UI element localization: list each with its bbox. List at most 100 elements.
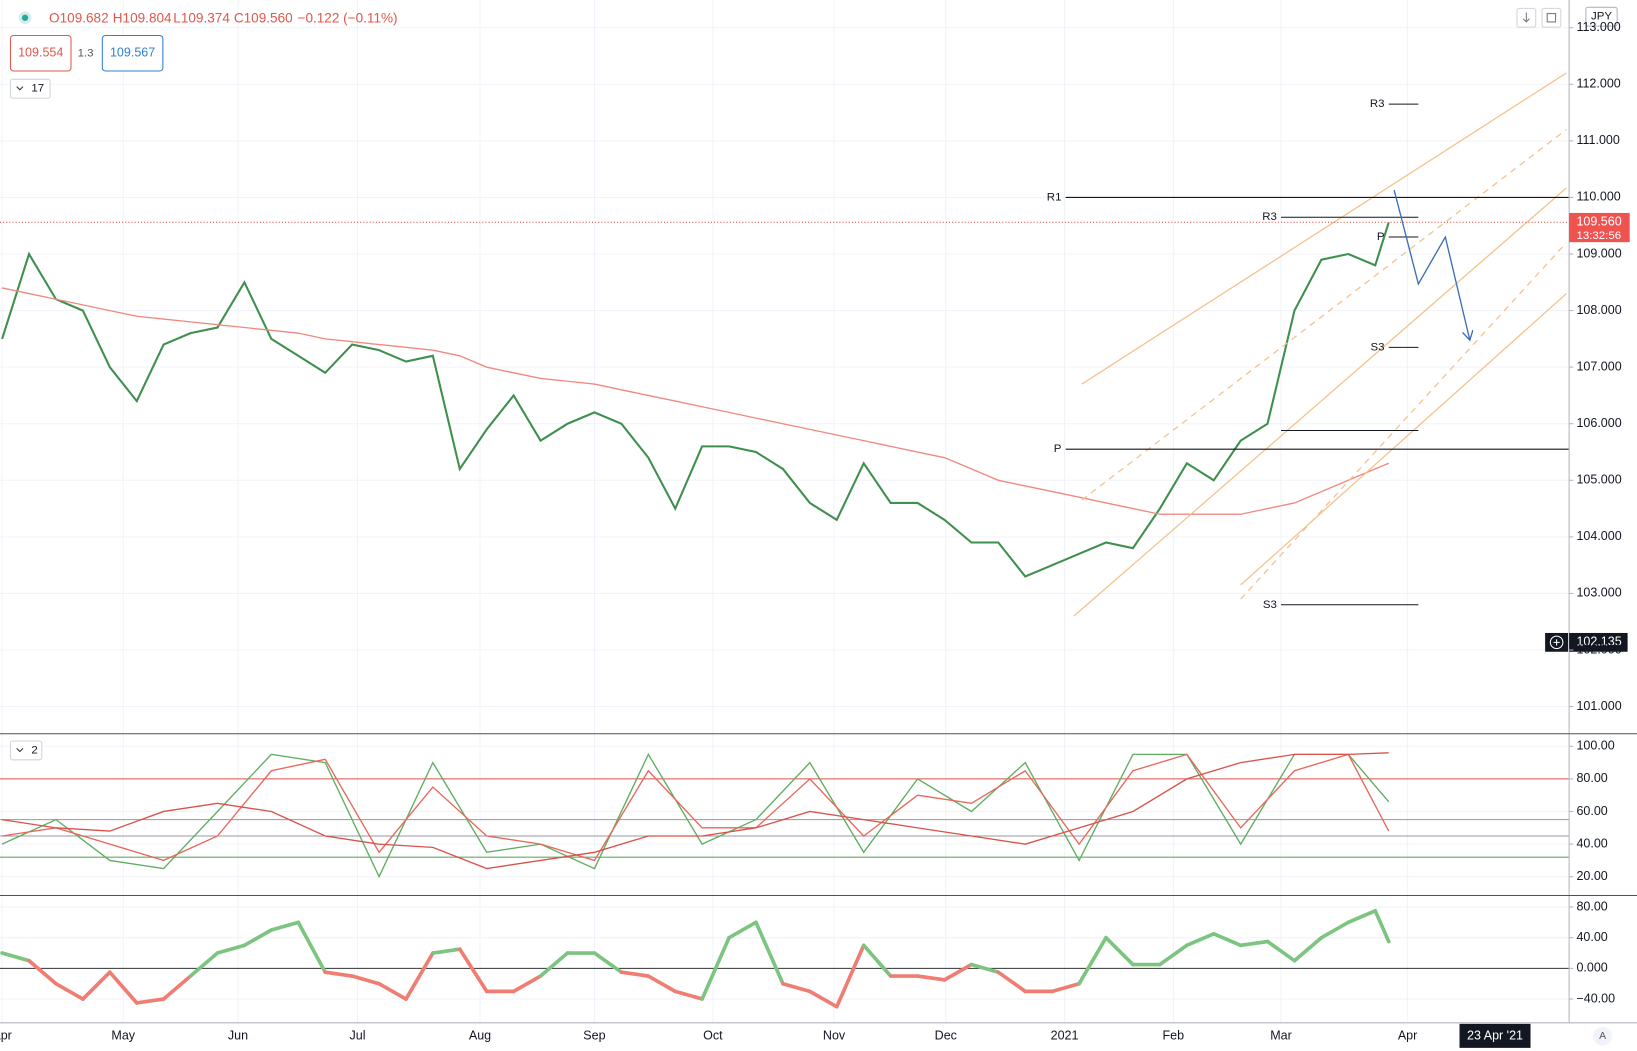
momentum-segment: [1319, 920, 1351, 940]
momentum-segment: [1211, 932, 1243, 948]
momentum-segment: [215, 943, 247, 955]
collapse-button[interactable]: [9, 78, 51, 99]
momentum-segment: [781, 981, 812, 994]
momentum-segment: [1373, 909, 1391, 944]
x-tick-label: Mar: [1270, 1029, 1292, 1043]
channel-line: [1240, 293, 1567, 586]
momentum-segment: [323, 970, 354, 978]
x-tick-label: Jun: [228, 1029, 248, 1043]
momentum-segment: [700, 935, 731, 1001]
y-tick-label: 112.000: [1576, 77, 1620, 91]
y-tick-label: 108.000: [1576, 303, 1621, 317]
momentum-segment: [134, 997, 166, 1005]
crosshair-tag: [1569, 632, 1628, 652]
auto-scale: A: [1599, 1031, 1606, 1042]
open: O109.682: [49, 10, 109, 25]
auto-scale-button[interactable]: [1593, 1026, 1612, 1046]
x-tick-label: Oct: [703, 1029, 723, 1043]
collapse-button[interactable]: [9, 740, 43, 761]
y-tick-label: 105.000: [1576, 473, 1621, 487]
bid: 109.554: [18, 46, 63, 60]
x-tick-label: Dec: [935, 1029, 957, 1043]
plot-layer: R3 R1 R3 P S3 P S3: [0, 0, 1570, 1023]
x-tick-label: Jul: [350, 1029, 366, 1043]
pivot-label: P: [1377, 231, 1385, 243]
momentum-segment: [1346, 909, 1378, 925]
crosshair-price: 102.135: [1576, 635, 1621, 649]
momentum-segment: [350, 974, 381, 986]
last-price-tag: [1569, 212, 1630, 243]
y-tick-label: 80.00: [1576, 899, 1607, 913]
y-tick-label: 101.000: [1576, 699, 1621, 713]
channel-line: [1240, 242, 1567, 600]
y-tick-label: 40.00: [1576, 930, 1607, 944]
momentum-segment: [242, 928, 274, 948]
y-tick-label: 104.000: [1576, 529, 1621, 543]
close: C109.560: [234, 10, 293, 25]
pivot-label: S3: [1371, 341, 1385, 353]
momentum-segment: [377, 981, 408, 1001]
indicator-count: 17: [31, 83, 44, 95]
pivot-label: P: [1054, 443, 1062, 455]
series-line: [1, 287, 1389, 515]
momentum-segment: [1238, 939, 1270, 948]
y-tick-label: 106.000: [1576, 416, 1621, 430]
x-tick-label: Sep: [583, 1029, 605, 1043]
series-line: [1, 752, 1389, 870]
x-tick-label: Nov: [823, 1029, 846, 1043]
buy-button[interactable]: [101, 34, 164, 72]
y-tick-label: 80.00: [1576, 771, 1607, 785]
date-tag: [1459, 1023, 1531, 1048]
y-tick-label: 113.000: [1576, 20, 1620, 34]
pane: [0, 745, 1570, 879]
x-tick-label: Apr: [1398, 1029, 1417, 1043]
last-price: 109.560: [1576, 215, 1621, 229]
momentum-segment: [754, 920, 785, 986]
momentum-segment: [861, 943, 893, 978]
sell-button[interactable]: [9, 34, 72, 72]
momentum-segment: [431, 947, 462, 955]
indicator-count: 2: [31, 744, 37, 756]
y-tick-label: 40.00: [1576, 836, 1607, 850]
y-tick-label: 107.000: [1576, 359, 1621, 373]
ask: 109.567: [110, 46, 155, 60]
y-tick-label: 103.000: [1576, 586, 1621, 600]
x-tick-label: 2021: [1051, 1029, 1079, 1043]
momentum-segment: [942, 962, 974, 982]
momentum-segment: [808, 989, 839, 1009]
currency-box[interactable]: [1585, 6, 1618, 27]
y-tick-label: −40.00: [1576, 991, 1615, 1005]
pivot-label: R3: [1262, 211, 1277, 223]
momentum-segment: [834, 943, 866, 1009]
currency: JPY: [1591, 11, 1612, 23]
momentum-segment: [969, 962, 1001, 975]
pivot-label: R1: [1047, 191, 1062, 203]
channel-line: [1081, 129, 1567, 501]
series-line: [1, 752, 1390, 879]
countdown: 13:32:56: [1576, 230, 1621, 242]
momentum-segment: [1184, 932, 1216, 948]
change: −0.122 (−0.11%): [298, 10, 398, 25]
y-tick-label: 60.00: [1576, 804, 1607, 818]
series-line: [1, 753, 1390, 862]
momentum-segment: [1050, 981, 1081, 994]
y-tick-label: 0.000: [1576, 961, 1607, 975]
crosshair-date: 23 Apr '21: [1467, 1029, 1523, 1043]
status-dot: [21, 14, 29, 21]
pivot-label: S3: [1263, 599, 1277, 611]
plus-icon: [1553, 639, 1560, 646]
momentum-segment: [296, 920, 328, 975]
momentum-segment: [161, 974, 193, 1001]
high: H109.804: [113, 10, 172, 25]
maximize-button[interactable]: [1541, 7, 1562, 28]
y-tick-label: 100.00: [1576, 739, 1614, 753]
y-tick-label: 109.000: [1576, 246, 1621, 260]
momentum-segment: [0, 951, 31, 963]
momentum-segment: [54, 981, 85, 1001]
x-tick-label: Apr: [0, 1029, 12, 1043]
momentum-segment: [511, 974, 543, 994]
